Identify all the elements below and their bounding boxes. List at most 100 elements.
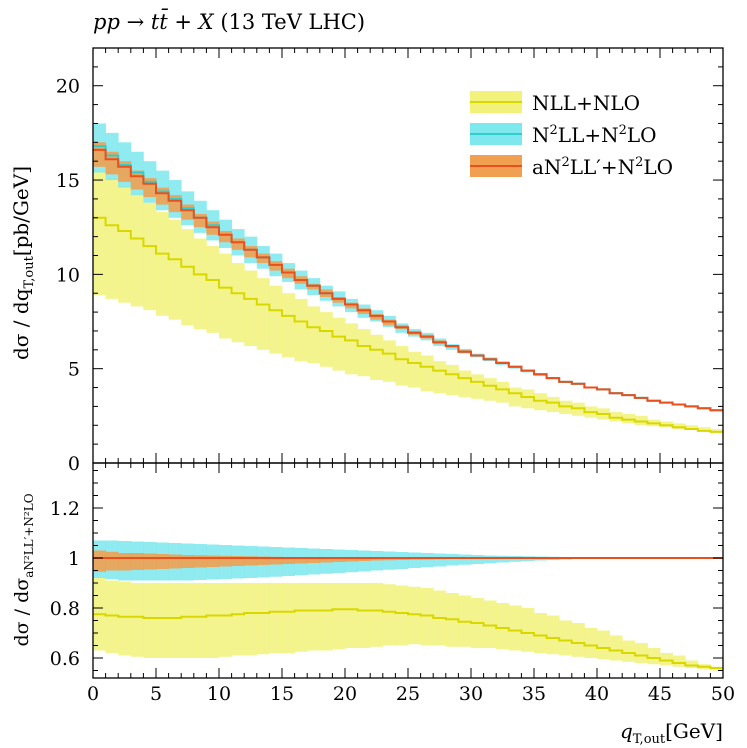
ratio-band-n2ll-bin-23 <box>382 551 396 570</box>
main-line-an2ll <box>93 148 723 412</box>
ratio-band-nll-bin-2 <box>118 581 132 656</box>
y-tick-label-ratio-0.6: 0.6 <box>50 648 80 670</box>
legend-n2ll-sup2: 2 <box>619 123 627 138</box>
ylabel-main-d2: dq <box>9 288 33 314</box>
ratio-band-an2ll-bin-10 <box>219 555 232 567</box>
title-arrow: → <box>120 10 151 34</box>
ylabel-main-unit: [pb/GeV] <box>9 166 33 256</box>
x-tick-label-0: 0 <box>87 683 99 705</box>
main-band-nll-bin-48 <box>697 427 711 431</box>
x-tick-label-50: 50 <box>711 683 735 705</box>
main-band-nll-bin-13 <box>256 278 270 350</box>
legend-label-n2ll: N2LL+N2LO <box>532 123 657 147</box>
legend-n2ll-mid: LL+N <box>558 123 619 147</box>
x-tick-label-25: 25 <box>396 683 420 705</box>
main-band-an2ll-bin-10 <box>219 230 232 243</box>
main-band-nll-bin-15 <box>282 293 295 358</box>
ratio-band-nll-bin-41 <box>609 635 623 661</box>
ratio-band-an2ll-bin-18 <box>319 557 333 563</box>
ratio-band-nll-bin-3 <box>130 583 144 657</box>
ratio-band-nll-bin-14 <box>269 583 283 653</box>
ratio-band-nll-bin-1 <box>105 580 119 653</box>
ratio-band-nll-bin-35 <box>534 613 547 653</box>
ratio-band-nll-bin-20 <box>345 583 358 648</box>
ratio-band-n2ll-bin-29 <box>458 554 472 565</box>
ylabel-main-slash: / <box>9 314 33 333</box>
ratio-band-nll-bin-16 <box>294 583 308 652</box>
main-band-nll-bin-20 <box>345 323 358 375</box>
ratio-band-nll-bin-12 <box>244 583 258 656</box>
ratio-band-an2ll-bin-22 <box>370 557 384 561</box>
main-band-nll-bin-47 <box>685 425 699 430</box>
legend-label-nll: NLL+NLO <box>532 91 640 115</box>
ratio-band-nll-bin-47 <box>685 660 699 668</box>
legend-an2ll-sup1: 2 <box>561 155 569 170</box>
ratio-band-nll-bin-8 <box>193 583 207 658</box>
main-band-nll-bin-5 <box>156 212 169 316</box>
chart-title: pp → tt̄ + X (13 TeV LHC) <box>93 8 365 34</box>
main-band-nll-bin-18 <box>319 312 333 367</box>
ratio-band-n2ll-bin-27 <box>433 553 447 567</box>
ratio-band-nll-bin-17 <box>307 583 321 651</box>
main-band-nll-bin-36 <box>546 396 560 413</box>
main-band-nll-bin-1 <box>105 178 119 299</box>
x-tick-label-20: 20 <box>333 683 357 705</box>
main-band-nll-bin-24 <box>395 346 409 386</box>
ratio-band-nll-bin-21 <box>357 583 371 648</box>
ratio-band-nll-bin-31 <box>483 600 497 648</box>
legend-n2ll-end: LO <box>627 123 657 147</box>
ratio-band-nll-bin-7 <box>181 583 195 658</box>
ratio-band-n2ll-bin-31 <box>483 555 497 564</box>
ratio-lines <box>93 557 723 669</box>
ratio-band-nll-bin-13 <box>256 583 270 655</box>
ylabel-main-sub: T,out <box>22 255 37 288</box>
ratio-band-nll-bin-33 <box>508 605 522 651</box>
x-tick-label-15: 15 <box>270 683 294 705</box>
ratio-band-an2ll-bin-17 <box>307 557 321 563</box>
title-energy: (13 TeV LHC) <box>214 10 365 34</box>
ratio-band-nll-bin-9 <box>206 583 220 658</box>
title-process: pp <box>93 10 120 34</box>
ratio-band-an2ll-bin-9 <box>206 555 220 567</box>
legend-an2ll-mid: LL′+N <box>570 155 635 179</box>
ratio-band-an2ll-bin-21 <box>357 557 371 561</box>
main-band-nll-bin-14 <box>269 285 283 354</box>
ratio-band-n2ll-bin-26 <box>420 553 434 568</box>
ratio-band-an2ll-bin-0 <box>93 550 106 572</box>
ratio-band-an2ll-bin-2 <box>118 553 132 571</box>
main-band-nll-bin-26 <box>420 355 434 392</box>
main-lines <box>93 145 723 433</box>
legend-n2ll-base: N <box>532 123 550 147</box>
legend-label-an2ll: aN2LL′+N2LO <box>532 155 673 179</box>
ylabel-ratio-sub: aN²LL′+N²LO <box>22 493 36 577</box>
main-band-nll-bin-21 <box>357 329 371 377</box>
main-band-nll-bin-6 <box>168 219 182 320</box>
x-tick-label-35: 35 <box>522 683 546 705</box>
title-plus-x: + X <box>168 10 215 34</box>
ratio-band-nll-bin-10 <box>219 583 232 657</box>
ratio-band-nll-bin-42 <box>622 640 636 662</box>
x-tick-label-5: 5 <box>150 683 162 705</box>
main-band-nll-bin-7 <box>181 229 195 326</box>
xlabel-q: q <box>620 719 633 743</box>
ratio-band-an2ll-bin-5 <box>156 554 169 569</box>
main-band-nll-bin-3 <box>130 193 144 307</box>
ratio-band-nll-bin-4 <box>143 583 157 658</box>
ratio-band-an2ll-bin-1 <box>105 551 119 571</box>
main-band-an2ll-bin-7 <box>181 204 195 220</box>
ratio-band-nll-bin-39 <box>584 628 598 658</box>
ratio-band-nll-bin-6 <box>168 583 182 658</box>
title-ttbar: tt̄ <box>151 8 169 34</box>
y-tick-label-main-20: 20 <box>56 76 80 98</box>
ratio-band-an2ll-bin-14 <box>269 556 283 565</box>
ratio-band-nll-bin-32 <box>496 603 510 650</box>
x-tick-label-30: 30 <box>459 683 483 705</box>
main-band-nll-bin-11 <box>231 263 245 343</box>
ratio-band-an2ll-bin-12 <box>244 556 258 566</box>
ylabel-ratio-slash: / <box>11 603 33 621</box>
main-band-nll-bin-31 <box>483 378 497 401</box>
main-band-nll-bin-2 <box>118 185 132 303</box>
ratio-band-n2ll-bin-22 <box>370 551 384 571</box>
y-tick-label-main-15: 15 <box>56 170 80 192</box>
